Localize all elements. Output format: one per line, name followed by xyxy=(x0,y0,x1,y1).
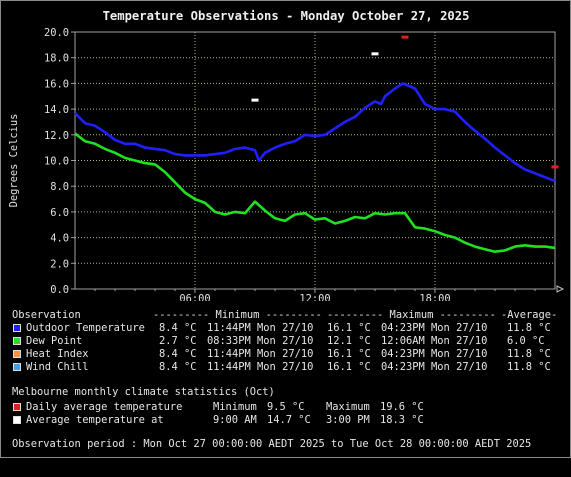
legend-avg-value: 11.8 °C xyxy=(507,348,551,360)
daily-average-marker xyxy=(551,165,559,169)
temperature-chart: Temperature Observations - Monday Octobe… xyxy=(8,9,565,301)
legend-max-time: 12:06AM Mon 27/10 xyxy=(381,335,488,347)
legend-header-maximum: --------- Maximum --------- xyxy=(327,309,496,321)
climate-label-b: 3:00 PM xyxy=(326,414,370,426)
legend-max-value: 12.1 °C xyxy=(327,335,371,347)
legend-swatch xyxy=(13,350,21,358)
legend-max-value: 16.1 °C xyxy=(327,322,371,334)
climate-row-name: Average temperature at xyxy=(26,414,164,426)
climate-title: Melbourne monthly climate statistics (Oc… xyxy=(1,386,275,399)
legend-max-time: 04:23PM Mon 27/10 xyxy=(381,361,488,373)
legend-avg-value: 11.8 °C xyxy=(507,322,551,334)
climate-swatch xyxy=(13,403,21,411)
legend-max-value: 16.1 °C xyxy=(327,361,371,373)
legend-min-value: 8.4 °C xyxy=(159,361,197,373)
climate-value-b: 19.6 °C xyxy=(380,401,424,413)
y-tick-label: 10.0 xyxy=(44,156,69,168)
y-axis-label: Degrees Celcius xyxy=(8,114,20,208)
chart-title: Temperature Observations - Monday Octobe… xyxy=(103,9,470,23)
legend-swatch xyxy=(13,363,21,371)
average-temperature-marker xyxy=(371,52,379,56)
x-tick-label: 18:00 xyxy=(419,293,450,301)
legend-swatch xyxy=(13,337,21,345)
legend-max-time: 04:23PM Mon 27/10 xyxy=(381,322,488,334)
y-tick-label: 4.0 xyxy=(50,233,69,245)
legend-series-name: Outdoor Temperature xyxy=(26,322,145,334)
legend-header: Observation --------- Minimum --------- … xyxy=(1,309,557,322)
legend-header-observation: Observation xyxy=(12,309,81,321)
legend-min-time: 11:44PM Mon 27/10 xyxy=(207,361,314,373)
y-tick-label: 16.0 xyxy=(44,78,69,90)
legend-series-name: Dew Point xyxy=(26,335,83,347)
chart-frame: Temperature Observations - Monday Octobe… xyxy=(0,0,571,458)
climate-swatch xyxy=(13,416,21,424)
legend-min-time: 11:44PM Mon 27/10 xyxy=(207,322,314,334)
legend-min-time: 11:44PM Mon 27/10 xyxy=(207,348,314,360)
climate-label-a: 9:00 AM xyxy=(213,414,257,426)
legend-max-time: 04:23PM Mon 27/10 xyxy=(381,348,488,360)
legend-max-value: 16.1 °C xyxy=(327,348,371,360)
y-tick-label: 18.0 xyxy=(44,53,69,65)
x-axis-arrow xyxy=(556,285,565,293)
y-tick-label: 6.0 xyxy=(50,207,69,219)
y-tick-label: 8.0 xyxy=(50,181,69,193)
legend-swatch xyxy=(13,324,21,332)
y-tick-label: 2.0 xyxy=(50,258,69,270)
legend-min-value: 8.4 °C xyxy=(159,348,197,360)
climate-value-a: 14.7 °C xyxy=(267,414,311,426)
legend-header-minimum: --------- Minimum --------- xyxy=(153,309,322,321)
legend-series-name: Heat Index xyxy=(26,348,89,360)
climate-label-b: Maximum xyxy=(326,401,370,413)
series-line-outdoor-temperature xyxy=(74,82,556,183)
legend-avg-value: 6.0 °C xyxy=(507,335,545,347)
x-tick-label: 06:00 xyxy=(179,293,210,301)
legend-series-name: Wind Chill xyxy=(26,361,89,373)
climate-label-a: Minimum xyxy=(213,401,257,413)
y-tick-label: 12.0 xyxy=(44,130,69,142)
y-tick-label: 0.0 xyxy=(50,284,69,296)
series-line-dew-point xyxy=(74,132,556,253)
climate-row-name: Daily average temperature xyxy=(26,401,183,413)
legend-min-value: 2.7 °C xyxy=(159,335,197,347)
y-tick-label: 20.0 xyxy=(44,27,69,39)
legend-min-value: 8.4 °C xyxy=(159,322,197,334)
legend-header-average: -Average- xyxy=(501,309,558,321)
climate-value-a: 9.5 °C xyxy=(267,401,305,413)
legend-avg-value: 11.8 °C xyxy=(507,361,551,373)
legend-min-time: 08:33PM Mon 27/10 xyxy=(207,335,314,347)
climate-title-text: Melbourne monthly climate statistics (Oc… xyxy=(12,386,275,398)
y-tick-label: 14.0 xyxy=(44,104,69,116)
observation-period-text: Observation period : Mon Oct 27 00:00:00… xyxy=(12,438,532,450)
daily-average-marker xyxy=(401,35,409,39)
climate-value-b: 18.3 °C xyxy=(380,414,424,426)
x-tick-label: 12:00 xyxy=(299,293,330,301)
observation-period: Observation period : Mon Oct 27 00:00:00… xyxy=(1,438,531,451)
average-temperature-marker xyxy=(251,98,259,102)
